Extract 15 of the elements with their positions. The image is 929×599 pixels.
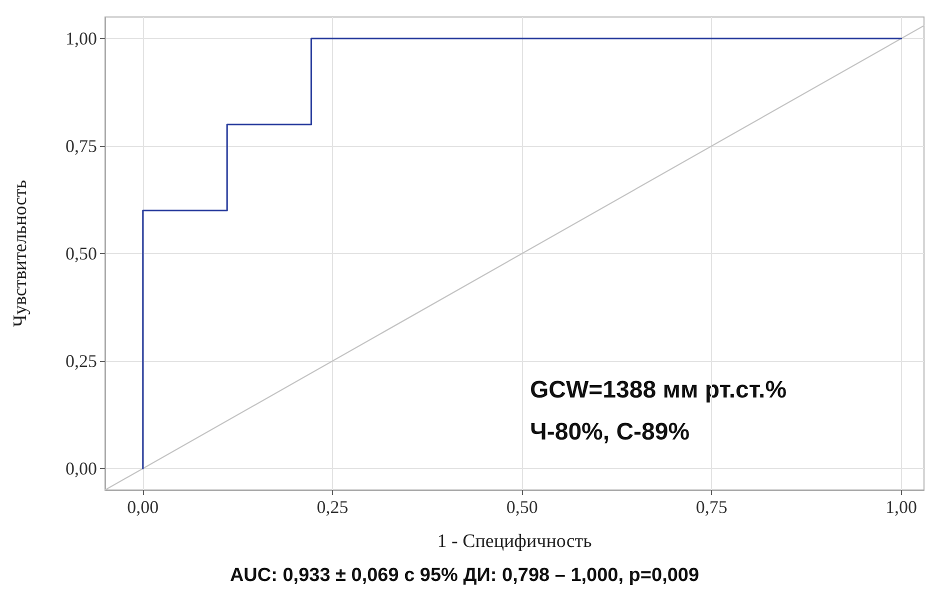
- x-tick-label: 1,00: [886, 497, 917, 517]
- x-tick-label: 0,50: [506, 497, 538, 517]
- annotation: Ч-80%, С-89%: [530, 418, 690, 446]
- x-tick-label: 0,00: [127, 497, 159, 517]
- annotation: GCW=1388 мм рт.ст.%: [530, 376, 787, 404]
- text: AUC: 0,933 ± 0,069 с 95% ДИ: 0,798 – 1,000, p=0,009: [230, 565, 700, 586]
- y-tick-label: 1,00: [66, 28, 97, 48]
- y-tick-label: 0,25: [66, 351, 97, 371]
- y-tick-label: 0,50: [66, 244, 97, 264]
- y-tick-label: 0,75: [66, 136, 97, 156]
- x-tick-label: 0,25: [316, 497, 348, 517]
- x-tick-label: 0,75: [696, 497, 728, 517]
- x-axis-title: 1 - Специфичность: [437, 531, 592, 552]
- y-tick-label: 0,00: [66, 458, 97, 478]
- y-axis-title: Чувствительность: [10, 180, 31, 328]
